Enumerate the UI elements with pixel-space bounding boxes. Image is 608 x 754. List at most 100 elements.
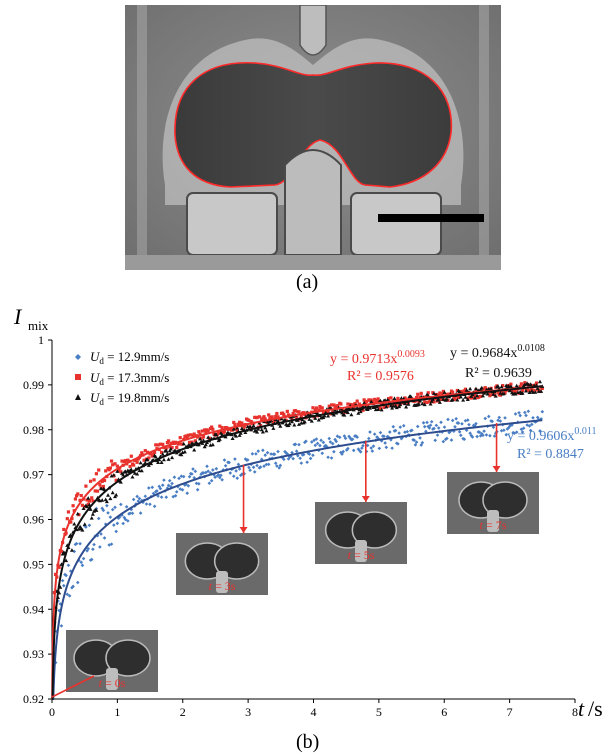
data-point xyxy=(418,436,422,440)
data-point xyxy=(459,433,463,437)
data-point xyxy=(116,522,120,526)
data-point xyxy=(488,434,492,438)
data-point xyxy=(322,441,326,445)
data-point xyxy=(114,530,118,534)
data-point xyxy=(233,423,236,426)
data-point xyxy=(62,528,65,531)
data-point xyxy=(453,425,457,429)
data-point xyxy=(231,436,235,440)
svg-text:R² = 0.8847: R² = 0.8847 xyxy=(517,447,584,462)
data-point xyxy=(397,431,401,435)
data-point xyxy=(286,410,289,413)
data-point xyxy=(392,396,396,400)
scale-bar xyxy=(378,214,484,222)
data-point xyxy=(258,415,261,418)
data-point xyxy=(527,409,531,413)
data-point xyxy=(210,479,214,483)
data-point xyxy=(112,523,116,527)
x-axis-title: t xyxy=(578,696,585,721)
data-point xyxy=(170,482,174,486)
inset-arrowhead xyxy=(240,527,248,533)
legend-marker-1 xyxy=(75,354,81,360)
data-point xyxy=(211,443,215,447)
data-point xyxy=(261,448,265,452)
data-point xyxy=(475,435,479,439)
inset-label: t = 3s xyxy=(209,579,236,593)
data-point xyxy=(430,420,434,424)
data-point xyxy=(368,430,372,434)
data-point xyxy=(86,496,90,500)
data-point xyxy=(106,511,110,515)
data-point xyxy=(254,452,258,456)
data-point xyxy=(72,504,75,507)
data-point xyxy=(451,419,455,423)
data-point xyxy=(379,431,383,435)
data-point xyxy=(524,414,528,418)
data-point xyxy=(263,453,267,457)
data-point xyxy=(402,424,406,428)
data-point xyxy=(291,457,295,461)
svg-text:R² = 0.9576: R² = 0.9576 xyxy=(347,369,414,384)
data-point xyxy=(132,463,135,466)
data-point xyxy=(514,412,518,416)
data-point xyxy=(96,490,99,493)
data-point xyxy=(320,452,324,456)
data-point xyxy=(541,410,545,414)
data-point xyxy=(416,425,420,429)
data-point xyxy=(300,461,304,465)
inset-arrowhead xyxy=(493,466,501,472)
data-point xyxy=(311,453,315,457)
data-point xyxy=(62,584,66,588)
data-point xyxy=(318,444,322,448)
x-tick-label: 1 xyxy=(114,705,120,719)
data-point xyxy=(503,416,507,420)
inset-label: t = 0s xyxy=(99,676,126,690)
x-tick-label: 4 xyxy=(311,705,317,719)
data-point xyxy=(538,380,542,384)
data-point xyxy=(97,468,100,471)
data-point xyxy=(175,490,179,494)
inset-label: t = 7s xyxy=(480,518,507,532)
data-point xyxy=(72,522,76,526)
data-point xyxy=(454,417,458,421)
data-point xyxy=(162,478,166,482)
data-point xyxy=(425,421,429,425)
data-point xyxy=(298,456,302,460)
data-point xyxy=(148,502,152,506)
data-point xyxy=(458,430,462,434)
data-point xyxy=(90,496,93,499)
data-point xyxy=(482,429,486,433)
data-point xyxy=(108,497,112,501)
inset-4: t = 7s xyxy=(447,472,539,534)
y-tick-label: 0.99 xyxy=(23,378,44,392)
data-point xyxy=(111,491,115,495)
data-point xyxy=(292,423,296,427)
data-point xyxy=(84,485,87,488)
data-point xyxy=(373,432,377,436)
svg-text:Ud = 12.9mm/s: Ud = 12.9mm/s xyxy=(90,349,169,366)
data-point xyxy=(113,506,117,510)
data-point xyxy=(515,384,519,388)
y-tick-label: 0.97 xyxy=(23,468,44,482)
data-point xyxy=(183,450,187,454)
data-point xyxy=(251,452,255,456)
data-point xyxy=(443,425,447,429)
data-point xyxy=(468,387,472,391)
data-point xyxy=(327,437,331,441)
data-point xyxy=(211,428,214,431)
x-tick-label: 0 xyxy=(49,705,55,719)
data-point xyxy=(531,416,535,420)
fit-equation-black: y = 0.9684x0.0108 R² = 0.9639 xyxy=(450,343,545,381)
data-point xyxy=(135,495,139,499)
data-point xyxy=(81,564,85,568)
data-point xyxy=(422,421,426,425)
panel-b-caption: (b) xyxy=(296,731,319,754)
legend-entry-3: Ud = 19.8mm/s xyxy=(75,390,169,407)
data-point xyxy=(232,474,236,478)
data-point xyxy=(179,436,182,439)
data-point xyxy=(76,492,79,495)
data-point xyxy=(83,522,87,526)
data-point xyxy=(74,497,77,500)
data-point xyxy=(106,493,110,497)
data-point xyxy=(161,483,165,487)
